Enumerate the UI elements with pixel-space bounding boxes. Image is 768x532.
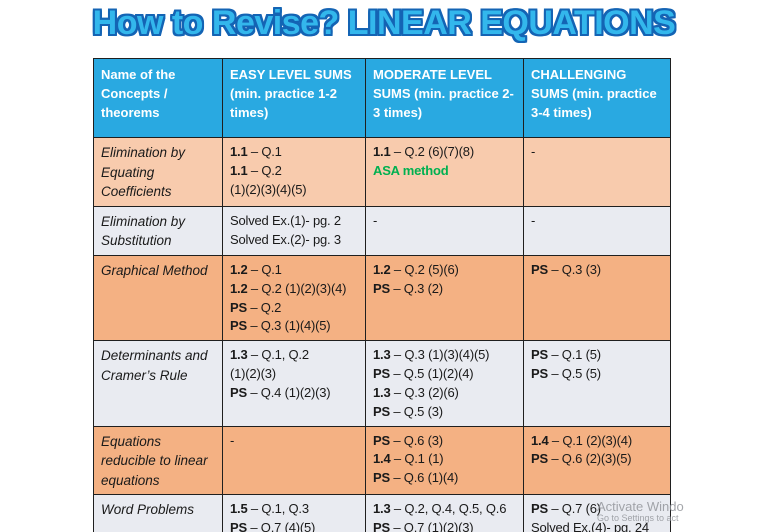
cell-line: Solved Ex.(4)- pg. 24 [531, 520, 649, 532]
activation-watermark-line2: Go to Settings to act [597, 513, 679, 524]
concept-cell: Elimination by Substitution [93, 205, 223, 256]
moderate-cell: 1.1 – Q.2 (6)(7)(8) ASA method [365, 137, 524, 207]
cell-line: - [531, 144, 536, 159]
activation-watermark-line1: Activate Windo [597, 499, 684, 514]
cell-line: PS – Q.5 (3) [373, 403, 443, 419]
concept-cell: Elimination by Equating Coefficients [93, 137, 223, 207]
challenging-cell: PS – Q.7 (6)Solved Ex.(4)- pg. 24Solved … [523, 494, 671, 532]
cell-line: PS – Q.2 [230, 299, 282, 315]
easy-cell: Solved Ex.(1)- pg. 2 Solved Ex.(2)- pg. 3 [222, 205, 366, 256]
cell-line: PS – Q.7 (6) [531, 501, 601, 517]
cell-line: 1.3 – Q.1, Q.2 [230, 347, 309, 363]
easy-cell: 1.3 – Q.1, Q.2 (1)(2)(3) PS – Q.4 (1)(2)(3… [222, 340, 366, 427]
concept-cell: Graphical Method [93, 254, 223, 342]
challenging-cell: - [523, 205, 671, 256]
cell-line: 1.4 – Q.1 (1) [373, 451, 444, 467]
cell-line: 1.1 – Q.1 [230, 144, 282, 159]
table-row: Determinants and Cramer’s Rule 1.3 – Q.1,… [93, 340, 671, 427]
cell-line: 1.3 – Q.2, Q.4, Q.5, Q.6 [373, 501, 507, 517]
cell-line: PS – Q.4 (1)(2)(3) [230, 384, 331, 400]
challenging-cell: PS – Q.3 (3) [523, 254, 671, 342]
cell-line: (1)(2)(3)(4)(5) [230, 181, 307, 197]
cell-line: PS – Q.7 (4)(5) [230, 520, 316, 532]
table-row: Graphical Method 1.2 – Q.1 1.2 – Q.2 (1)(2… [93, 254, 671, 342]
cell-line: ASA method [373, 162, 449, 178]
concept-cell: Equations reducible to linear equations [93, 425, 223, 496]
column-header: MODERATE LEVEL SUMS (min. practice 2-3 t… [365, 58, 524, 138]
cell-line: PS – Q.6 (1)(4) [373, 470, 459, 486]
moderate-cell: PS – Q.6 (3) 1.4 – Q.1 (1) PS – Q.6 (1)(4) [365, 425, 524, 496]
cell-line: 1.2 – Q.2 (5)(6) [373, 261, 459, 277]
cell-line: - [373, 212, 378, 228]
cell-line: 1.1 – Q.2 [230, 162, 282, 178]
table-row: Elimination by Equating Coefficients 1.1 … [93, 137, 671, 207]
cell-line: Solved Ex.(1)- pg. 2 [230, 212, 341, 228]
cell-line: Solved Ex.(2)- pg. 3 [230, 231, 341, 247]
easy-cell: 1.2 – Q.1 1.2 – Q.2 (1)(2)(3)(4) PS – Q.2 P… [222, 254, 366, 342]
cell-line: 1.3 – Q.3 (2)(6) [373, 384, 459, 400]
challenging-cell: 1.4 – Q.1 (2)(3)(4) PS – Q.6 (2)(3)(5) [523, 425, 671, 496]
concept-cell: Word Problems [93, 494, 223, 532]
cell-line: PS – Q.5 (1)(2)(4) [373, 366, 474, 382]
cell-line: PS – Q.3 (3) [531, 261, 601, 277]
cell-line: PS – Q.3 (1)(4)(5) [230, 318, 331, 334]
cell-line: (1)(2)(3) [230, 366, 276, 382]
cell-line: 1.3 – Q.3 (1)(3)(4)(5) [373, 347, 490, 363]
easy-cell: 1.5 – Q.1, Q.3 PS – Q.7 (4)(5) [222, 494, 366, 532]
page-title: How to Revise? LINEAR EQUATIONS [92, 4, 676, 42]
concept-cell: Determinants and Cramer’s Rule [93, 340, 223, 427]
activation-watermark: Activate Windo Go to Settings to act [597, 499, 684, 524]
cell-line: PS – Q.6 (2)(3)(5) [531, 451, 632, 467]
cell-line: PS – Q.6 (3) [373, 432, 443, 448]
header-row: Name of the Concepts / theorems EASY LEVE… [93, 58, 671, 138]
column-header: EASY LEVEL SUMS (min. practice 1-2 times… [222, 58, 366, 138]
cell-line: 1.5 – Q.1, Q.3 [230, 501, 309, 517]
cell-line: PS – Q.5 (5) [531, 366, 601, 382]
cell-line: PS – Q.7 (1)(2)(3) [373, 520, 474, 532]
cell-line: 1.2 – Q.1 [230, 261, 282, 277]
moderate-cell: 1.3 – Q.2, Q.4, Q.5, Q.6 PS – Q.7 (1)(2)(… [365, 494, 524, 532]
table-row: Equations reducible to linear equations -… [93, 425, 671, 496]
cell-line: PS – Q.3 (2) [373, 280, 443, 296]
cell-line: - [531, 212, 536, 228]
moderate-cell: 1.2 – Q.2 (5)(6) PS – Q.3 (2) [365, 254, 524, 342]
moderate-cell: 1.3 – Q.3 (1)(3)(4)(5) PS – Q.5 (1)(2)(4)… [365, 340, 524, 427]
column-header: Name of the Concepts / theorems [93, 58, 223, 138]
cell-line: PS – Q.1 (5) [531, 347, 601, 363]
challenging-cell: - [523, 137, 671, 207]
cell-line: - [230, 432, 235, 448]
cell-line: 1.1 – Q.2 (6)(7)(8) [373, 144, 474, 159]
column-header: CHALLENGING SUMS (min. practice 3-4 time… [523, 58, 671, 138]
easy-cell: - [222, 425, 366, 496]
cell-line: 1.2 – Q.2 (1)(2)(3)(4) [230, 280, 347, 296]
table-row: Word Problems 1.5 – Q.1, Q.3 PS – Q.7 (4)(… [93, 494, 671, 532]
easy-cell: 1.1 – Q.1 1.1 – Q.2 (1)(2)(3)(4)(5) [222, 137, 366, 207]
table-row: Elimination by Substitution Solved Ex.(1)… [93, 205, 671, 256]
challenging-cell: PS – Q.1 (5) PS – Q.5 (5) [523, 340, 671, 427]
revision-table: Name of the Concepts / theorems EASY LEVE… [93, 58, 671, 532]
moderate-cell: - [365, 205, 524, 256]
cell-line: 1.4 – Q.1 (2)(3)(4) [531, 432, 632, 448]
